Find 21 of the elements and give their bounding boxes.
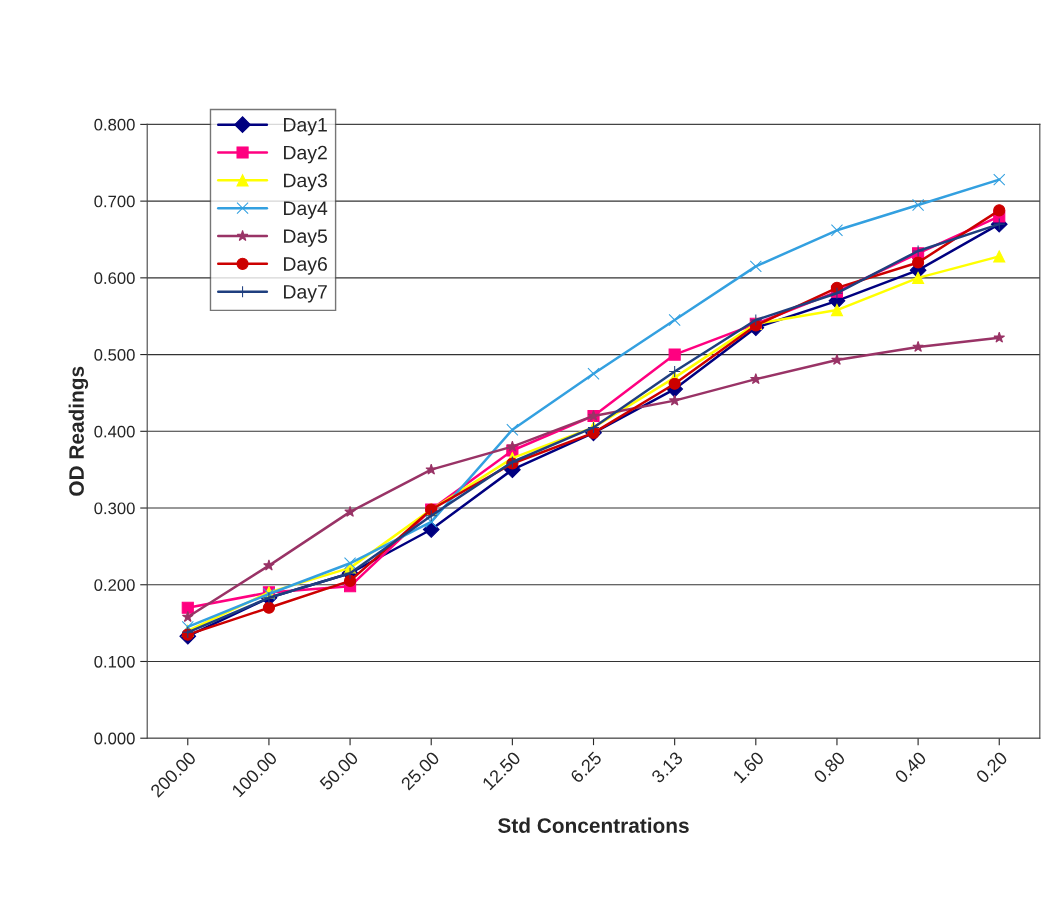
y-tick-label: 0.700	[94, 195, 135, 208]
y-tick-label: 0.000	[94, 732, 135, 745]
x-tick-label: 0.40	[894, 750, 927, 784]
y-tick-label: 0.300	[94, 502, 135, 515]
y-axis-title: OD Readings	[68, 366, 89, 496]
x-axis-title: Std Concentrations	[498, 817, 689, 833]
x-tick-label: 0.80	[812, 750, 846, 784]
legend-label: Day1	[284, 118, 327, 136]
legend-label: Day6	[284, 257, 327, 275]
legend-label: Day7	[284, 285, 327, 303]
y-tick-label: 0.100	[94, 655, 135, 668]
legend-label: Day3	[284, 173, 327, 192]
legend-label: Day5	[284, 229, 328, 247]
y-tick-label: 0.200	[94, 579, 135, 591]
y-tick-label: 0.600	[94, 272, 135, 285]
y-tick-label: 0.400	[94, 425, 135, 438]
legend-label: Day2	[284, 145, 327, 164]
y-tick-label: 0.500	[94, 348, 135, 361]
legend-label: Day4	[284, 201, 328, 220]
y-tick-label: 0.800	[94, 118, 135, 131]
x-tick-label: 0.20	[975, 750, 1009, 784]
